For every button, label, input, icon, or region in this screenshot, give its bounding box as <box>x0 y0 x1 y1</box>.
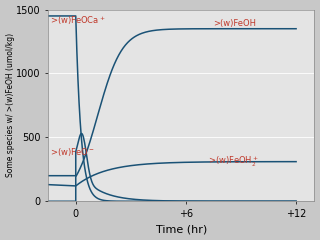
Y-axis label: Some species w/ >(w)FeOH (umol/kg): Some species w/ >(w)FeOH (umol/kg) <box>5 33 14 177</box>
Text: >(w)FeOCa$^+$: >(w)FeOCa$^+$ <box>50 15 106 27</box>
Text: >(w)FeOH: >(w)FeOH <box>213 18 256 28</box>
Text: >(w)FeO$^-$: >(w)FeO$^-$ <box>50 146 94 158</box>
Text: >(w)FeOH$_2^+$: >(w)FeOH$_2^+$ <box>208 155 259 169</box>
X-axis label: Time (hr): Time (hr) <box>156 224 207 234</box>
